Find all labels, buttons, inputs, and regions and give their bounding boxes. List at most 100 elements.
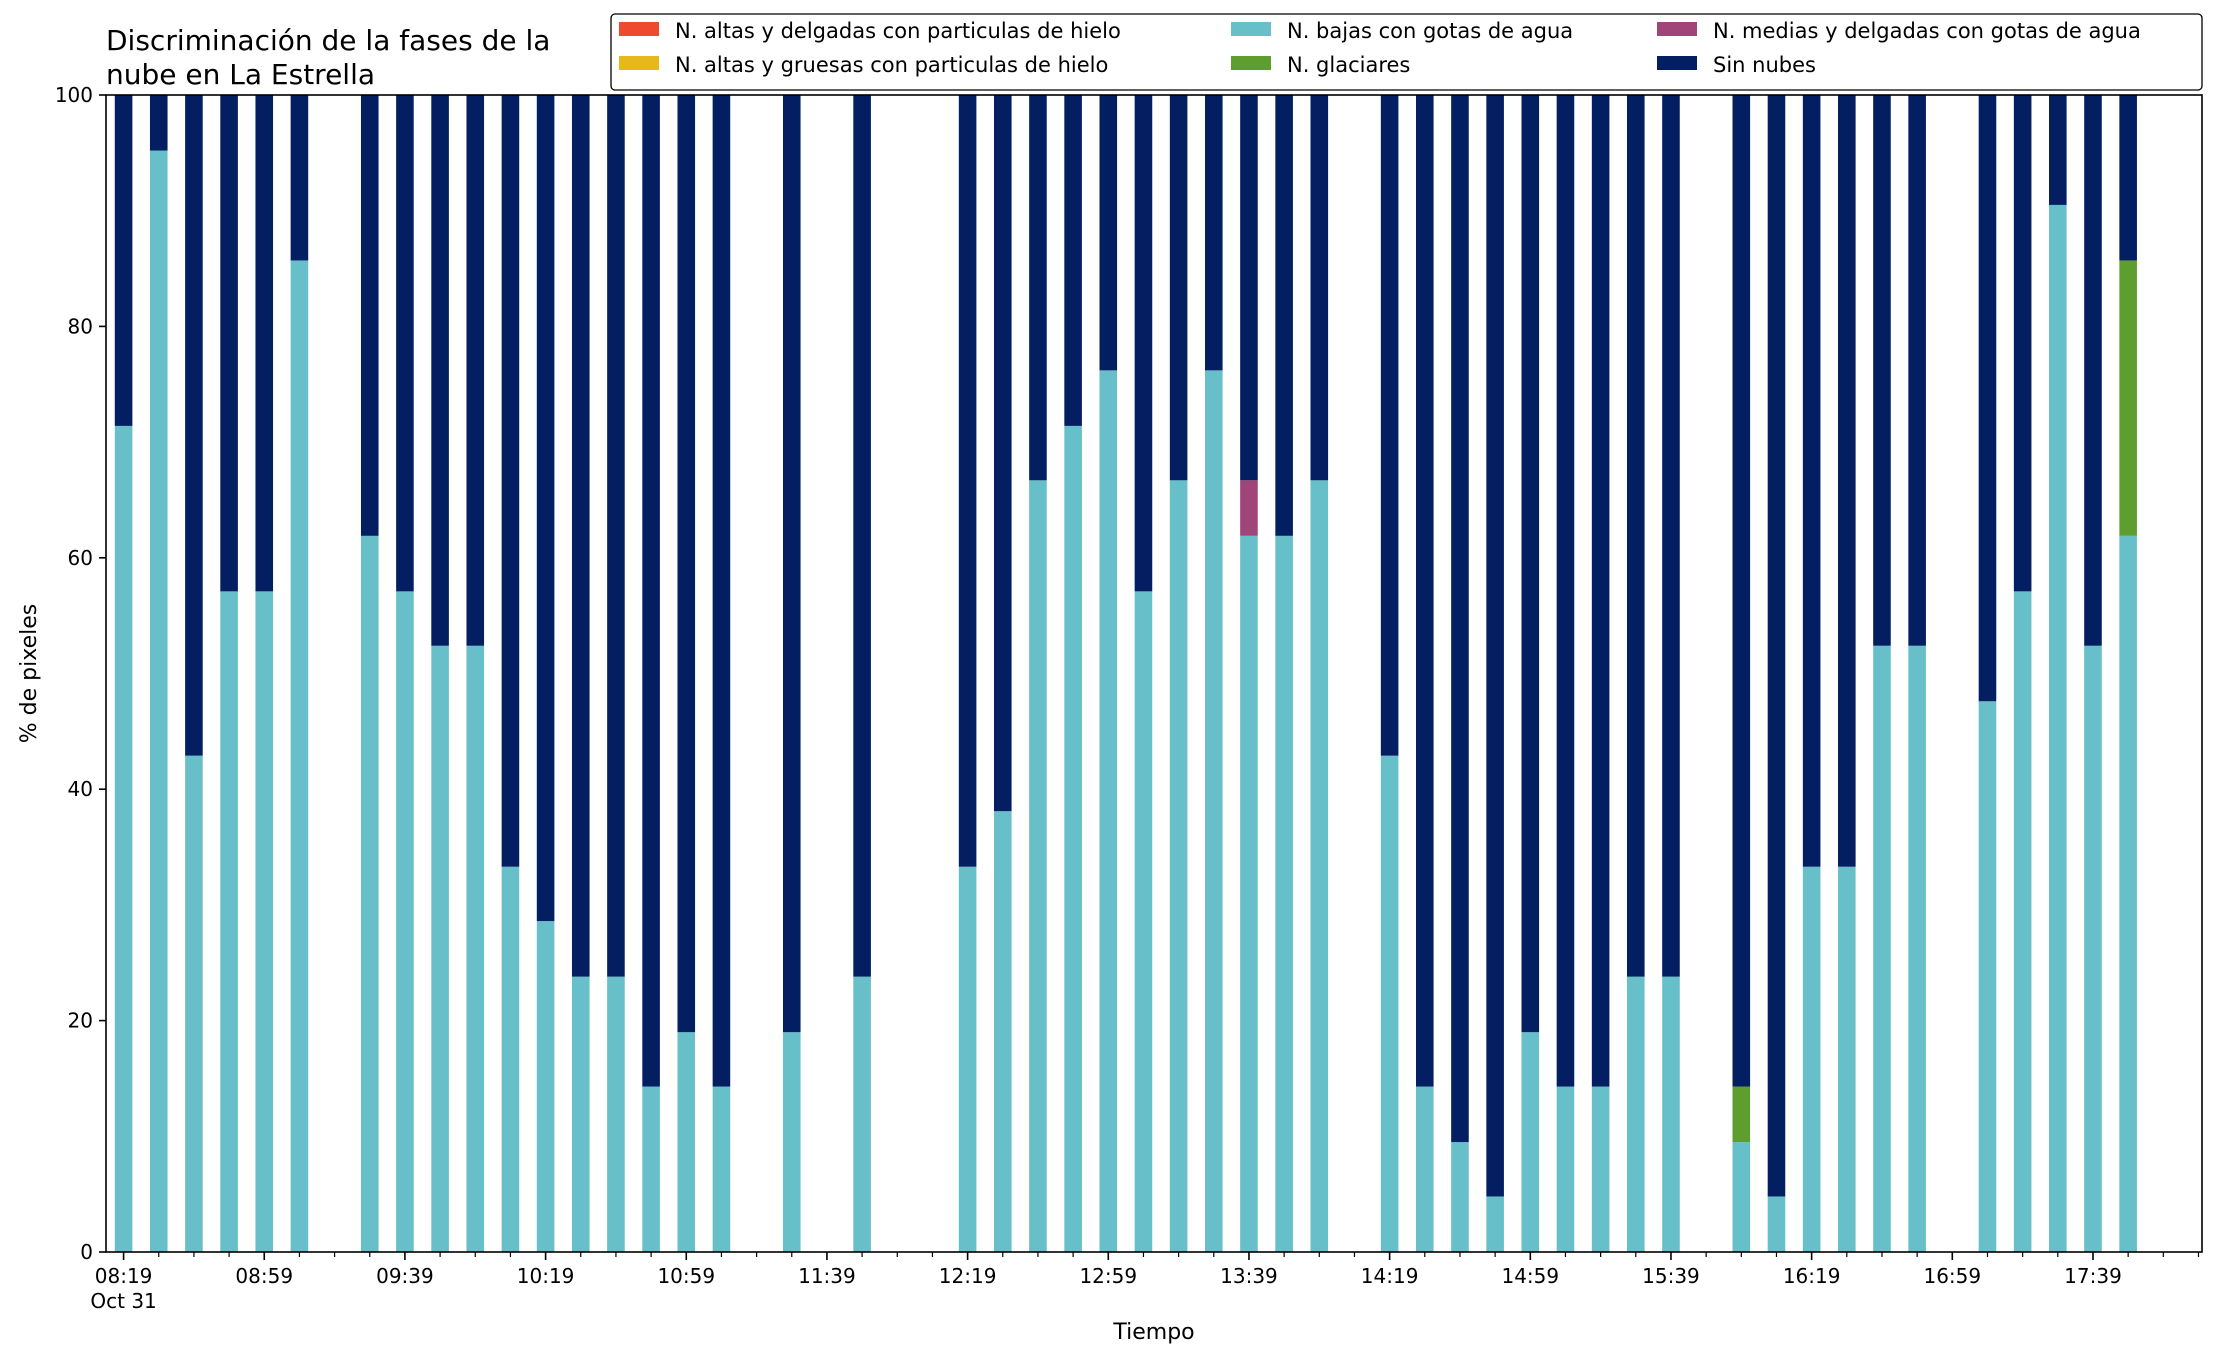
x-tick-label: 16:19 (1783, 1264, 1841, 1288)
legend-swatch (1657, 56, 1697, 70)
bar-mid_water (1240, 480, 1258, 536)
bar-low_water (1521, 1032, 1540, 1252)
x-tick-label: 12:19 (939, 1264, 997, 1288)
bar-clear (1134, 95, 1153, 592)
bar-clear (220, 95, 238, 592)
bar-clear (1908, 95, 1926, 646)
bar-low_water (1662, 976, 1680, 1252)
bar-stack-0839 (185, 95, 203, 1252)
bar-low_water (1029, 480, 1047, 1252)
bar-clear (1662, 95, 1680, 977)
bar-stack-1559 (1732, 95, 1751, 1252)
x-tick-label: 16:59 (1923, 1264, 1981, 1288)
bar-stack-1309 (1134, 95, 1153, 1252)
y-axis-label: % de pixeles (17, 604, 42, 743)
chart-title-line: Discriminación de la fases de la (106, 24, 550, 57)
legend-item-low_water: N. bajas con gotas de agua (1231, 19, 1573, 43)
bar-stack-1239 (1029, 95, 1047, 1252)
bar-low_water (958, 866, 977, 1252)
plot-frame (105, 94, 2203, 1253)
bar-low_water (1380, 755, 1399, 1252)
bar-low_water (2013, 591, 2032, 1252)
bar-clear (642, 95, 660, 1087)
bar-clear (1310, 95, 1329, 481)
bar-stack-0939 (396, 95, 414, 1252)
bar-clear (2013, 95, 2032, 592)
bar-low_water (501, 866, 520, 1252)
bar-stack-1519 (1591, 95, 1610, 1252)
bar-stack-0949 (431, 95, 449, 1252)
bar-clear (2049, 95, 2067, 205)
legend-item-ice_thin: N. altas y delgadas con particulas de hi… (619, 19, 1121, 43)
bar-stack-1609 (1767, 95, 1786, 1252)
bar-clear (782, 95, 801, 1033)
bar-clear (1873, 95, 1891, 646)
legend-label: N. altas y gruesas con particulas de hie… (675, 53, 1108, 77)
bar-clear (1416, 95, 1434, 1087)
bar-stack-1529 (1627, 95, 1645, 1252)
legend-swatch (1231, 56, 1271, 70)
bar-low_water (466, 645, 485, 1252)
bar-low_water (1169, 480, 1188, 1252)
bar-stack-1329 (1204, 95, 1223, 1253)
bar-clear (1099, 95, 1118, 371)
bar-clear (1978, 95, 1997, 702)
x-tick-label: 10:59 (657, 1264, 715, 1288)
bar-clear (571, 95, 590, 977)
bar-stack-1449 (1486, 95, 1504, 1252)
bar-clear (1204, 95, 1223, 371)
legend-item-glacier: N. glaciares (1231, 53, 1410, 77)
bar-clear (2119, 95, 2137, 261)
bar-stack-1739 (2084, 95, 2102, 1252)
bar-stack-1639 (1873, 95, 1891, 1252)
bar-clear (1380, 95, 1399, 756)
bar-low_water (396, 591, 414, 1252)
legend-swatch (619, 56, 659, 70)
bar-stack-1219 (958, 95, 977, 1252)
bar-stack-1729 (2049, 95, 2067, 1252)
bar-low_water (853, 976, 871, 1252)
x-tick-label: 13:39 (1220, 1264, 1278, 1288)
x-tick-label: 15:39 (1642, 1264, 1700, 1288)
legend-swatch (1657, 22, 1697, 36)
bar-stack-0859 (255, 95, 274, 1252)
bar-stack-1359 (1310, 95, 1329, 1252)
bar-clear (677, 95, 696, 1033)
bar-clear (993, 95, 1012, 812)
bar-clear (360, 95, 379, 536)
y-tick-label: 80 (68, 314, 93, 338)
bar-stack-1249 (1064, 95, 1082, 1253)
bar-stack-0929 (360, 95, 379, 1252)
bar-low_water (185, 755, 203, 1252)
bar-low_water (1064, 425, 1082, 1253)
bar-stack-1109 (712, 95, 731, 1252)
legend-label: N. glaciares (1287, 53, 1410, 77)
bar-clear (114, 95, 133, 426)
bar-low_water (1310, 480, 1329, 1252)
bar-low_water (1767, 1196, 1786, 1252)
bar-low_water (1873, 645, 1891, 1252)
bar-low_water (536, 921, 555, 1252)
legend-item-clear: Sin nubes (1657, 53, 1816, 77)
bar-low_water (431, 645, 449, 1252)
bars-layer (114, 95, 2137, 1253)
x-tick-label: 14:19 (1361, 1264, 1419, 1288)
legend: N. altas y delgadas con particulas de hi… (610, 13, 2203, 91)
bar-stack-1229 (993, 95, 1012, 1252)
legend-label: Sin nubes (1713, 53, 1816, 77)
legend-swatch (619, 22, 659, 36)
legend-label: N. bajas con gotas de agua (1287, 19, 1573, 43)
legend-item-mid_water: N. medias y delgadas con gotas de agua (1657, 19, 2141, 43)
bar-stack-0909 (290, 95, 309, 1252)
y-tick-label: 100 (55, 83, 93, 107)
bar-low_water (360, 535, 379, 1252)
legend-label: N. medias y delgadas con gotas de agua (1713, 19, 2141, 43)
bar-stack-1049 (642, 95, 660, 1252)
x-tick-label: 17:39 (2064, 1264, 2122, 1288)
bar-low_water (1556, 1086, 1575, 1252)
bar-low_water (2084, 645, 2102, 1252)
bar-stack-1749 (2119, 95, 2137, 1252)
bar-low_water (1486, 1196, 1504, 1252)
bar-clear (1451, 95, 1469, 1143)
